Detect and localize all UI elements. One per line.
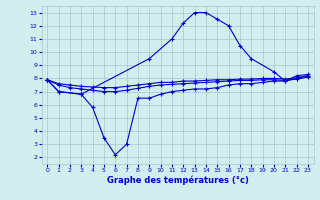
X-axis label: Graphe des températures (°c): Graphe des températures (°c) [107, 176, 249, 185]
